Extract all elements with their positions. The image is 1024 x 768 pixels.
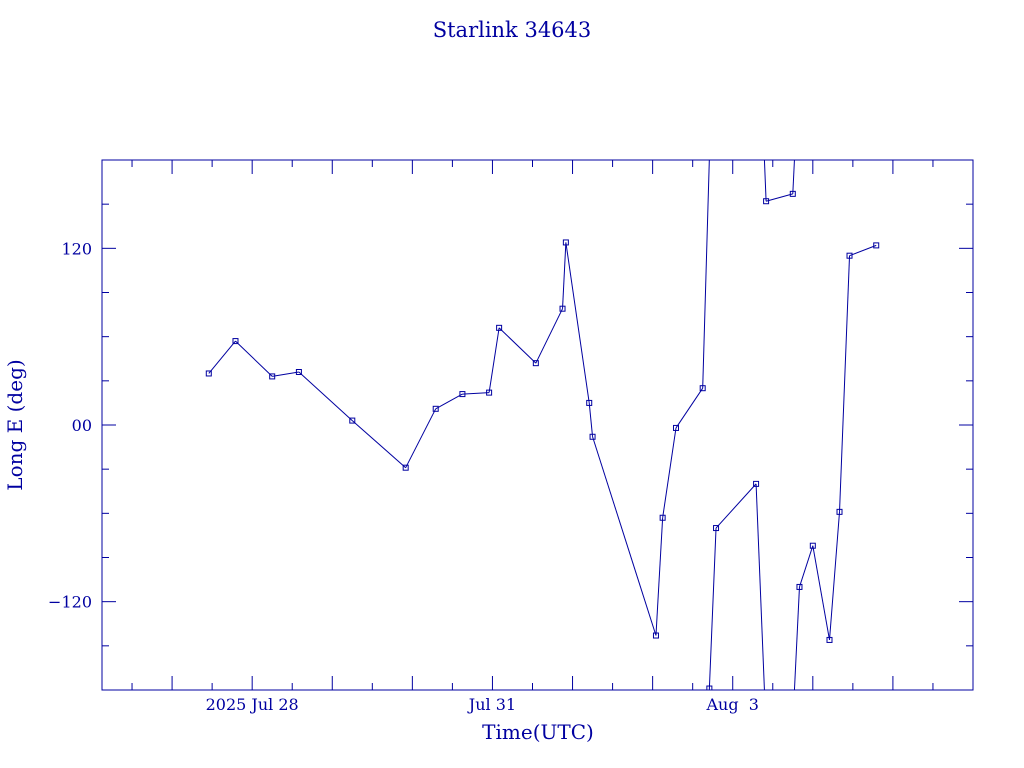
series-segment bbox=[793, 586, 800, 690]
data-point bbox=[672, 424, 679, 431]
data-point bbox=[432, 405, 439, 412]
series-segment bbox=[562, 242, 567, 309]
plot-area bbox=[205, 160, 880, 690]
data-point bbox=[753, 480, 760, 487]
series-segment bbox=[405, 408, 437, 468]
series-segment bbox=[675, 387, 704, 429]
series-segment bbox=[662, 427, 677, 518]
data-point bbox=[809, 542, 816, 549]
axis-ticks bbox=[102, 159, 974, 691]
series-segment bbox=[272, 371, 299, 377]
series-segment bbox=[708, 528, 717, 689]
series-segment bbox=[798, 545, 814, 588]
data-point bbox=[496, 324, 503, 331]
data-point bbox=[295, 369, 302, 375]
series-segment bbox=[829, 511, 841, 640]
data-point bbox=[796, 583, 803, 590]
data-point bbox=[789, 190, 796, 197]
data-point bbox=[826, 636, 833, 643]
series-segment bbox=[655, 517, 664, 636]
tick-labels: 2025 Jul 28 Jul 31 Aug 3 120 00 −120 bbox=[48, 239, 759, 714]
series-segment bbox=[765, 193, 793, 202]
series-segment bbox=[462, 392, 490, 395]
series-segment bbox=[565, 242, 590, 403]
plot-frame bbox=[101, 159, 974, 691]
x-tick-label: 2025 Jul 28 bbox=[206, 695, 299, 714]
data-point bbox=[402, 464, 409, 471]
data-point bbox=[559, 305, 566, 312]
data-point bbox=[232, 338, 239, 345]
data-point bbox=[205, 370, 212, 377]
data-point bbox=[763, 198, 770, 205]
series-segment bbox=[592, 436, 657, 636]
data-point bbox=[652, 632, 659, 639]
x-axis-label: Time(UTC) bbox=[482, 720, 594, 744]
data-point bbox=[836, 508, 843, 515]
data-point bbox=[873, 242, 880, 249]
chart-title: Starlink 34643 bbox=[433, 18, 592, 42]
series-segment bbox=[792, 160, 795, 194]
data-point bbox=[562, 239, 569, 246]
data-point bbox=[713, 525, 720, 532]
data-point bbox=[349, 417, 356, 424]
data-point bbox=[699, 385, 706, 392]
y-tick-label: 120 bbox=[61, 239, 92, 258]
data-point bbox=[586, 399, 593, 406]
series-segment bbox=[812, 545, 830, 641]
series-segment bbox=[435, 393, 463, 410]
data-point bbox=[706, 685, 713, 690]
series-segment bbox=[755, 483, 765, 690]
data-point bbox=[532, 360, 539, 367]
series-segment bbox=[498, 327, 537, 364]
series-segment bbox=[849, 244, 877, 257]
series-segment bbox=[235, 340, 273, 377]
series-segment bbox=[763, 160, 767, 202]
x-tick-label: Jul 31 bbox=[467, 695, 516, 714]
series-segment bbox=[488, 327, 500, 393]
data-point bbox=[659, 514, 666, 521]
series-segment bbox=[208, 340, 236, 374]
y-tick-label: 00 bbox=[72, 416, 92, 435]
series-segment bbox=[298, 371, 353, 421]
data-point bbox=[846, 252, 853, 259]
series-segment bbox=[588, 402, 594, 437]
series-segment bbox=[351, 420, 407, 469]
y-axis-label: Long E (deg) bbox=[3, 359, 27, 490]
data-point bbox=[589, 433, 596, 440]
data-point bbox=[269, 373, 276, 380]
series-segment bbox=[715, 483, 757, 529]
y-tick-label: −120 bbox=[48, 593, 92, 612]
data-point bbox=[459, 391, 466, 398]
series-segment bbox=[839, 255, 851, 512]
x-tick-label: Aug 3 bbox=[705, 695, 758, 714]
series-segment bbox=[702, 160, 710, 389]
series-segment bbox=[535, 308, 563, 364]
data-point bbox=[486, 389, 493, 396]
